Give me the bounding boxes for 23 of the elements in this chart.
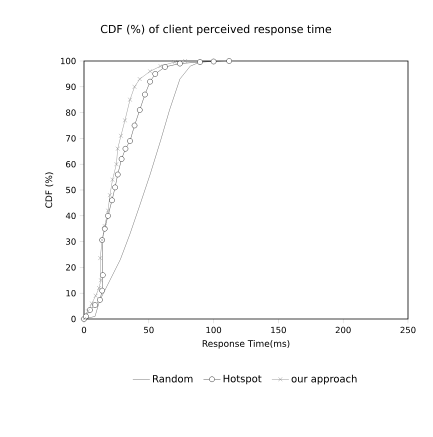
y-tick-label: 40 [66,212,76,219]
y-tick-label: 20 [66,264,76,271]
y-tick-label: 80 [66,109,76,116]
y-tick-label: 90 [66,84,76,90]
legend-label: Hotspot [224,374,262,384]
y-tick-label: 60 [66,160,76,168]
y-tick-label: 0 [71,316,76,322]
x-tick-label: 0 [82,326,86,334]
x-tick-label: 50 [144,326,154,334]
y-tick-label: 100 [61,58,76,64]
x-tick-label: 250 [400,326,416,334]
legend-label: our approach [292,374,357,384]
x-tick-label: 150 [271,326,286,334]
x-tick-label: 100 [206,326,222,334]
x-tick-label: 200 [336,326,351,334]
chart-title: CDF (%) of client perceived response time [100,24,332,36]
y-axis-title: CDF (%) [45,172,54,208]
y-tick-label: 10 [66,290,76,296]
y-tick-label: 50 [66,186,76,194]
y-tick-label: 70 [66,135,76,142]
legend-label: Random [153,374,192,382]
x-axis-title: Response Time(ms) [202,340,290,349]
y-tick-label: 30 [66,238,76,245]
